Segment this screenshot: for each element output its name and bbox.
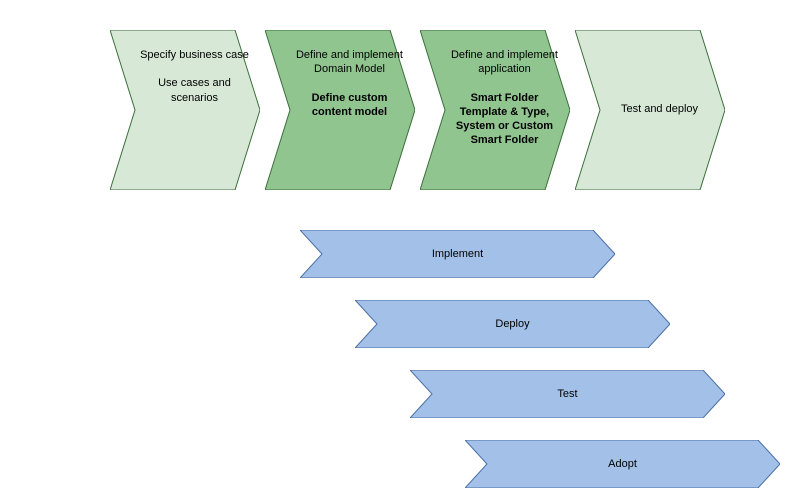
step-subtitle: Define custom content model: [292, 91, 407, 120]
step-title: Define and implement Domain Model: [292, 48, 407, 77]
step-title: Test and deploy: [602, 102, 717, 116]
process-step-label-0: Specify business case Use cases and scena…: [137, 48, 252, 105]
step-title: Specify business case: [137, 48, 252, 62]
process-step-label-2: Define and implement application Smart Fo…: [447, 48, 562, 148]
process-step-label-3: Test and deploy: [602, 102, 717, 116]
phase-arrow-label-0: Implement: [322, 247, 593, 261]
step-title: Define and implement application: [447, 48, 562, 77]
process-step-label-1: Define and implement Domain Model Define …: [292, 48, 407, 119]
phase-arrow-label-1: Deploy: [377, 317, 648, 331]
phase-arrow-label-2: Test: [432, 387, 703, 401]
step-subtitle: Use cases and scenarios: [137, 76, 252, 105]
phase-arrow-label-3: Adopt: [487, 457, 758, 471]
step-subtitle: Smart Folder Template & Type, System or …: [447, 91, 562, 148]
